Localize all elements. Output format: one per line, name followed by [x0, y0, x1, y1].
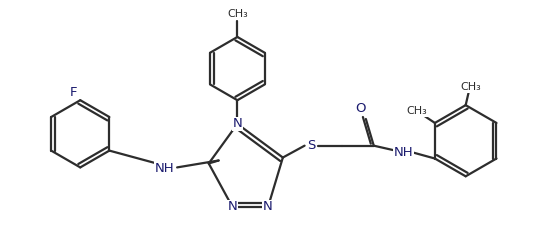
Text: NH: NH: [394, 146, 413, 159]
Text: N: N: [263, 200, 273, 213]
Text: F: F: [70, 86, 77, 99]
Text: H: H: [165, 161, 174, 174]
Text: N: N: [228, 200, 237, 213]
Text: O: O: [355, 102, 366, 115]
Text: N: N: [233, 118, 242, 131]
Text: CH₃: CH₃: [227, 9, 248, 19]
Text: NH: NH: [154, 162, 174, 175]
Text: CH₃: CH₃: [407, 106, 427, 116]
Text: CH₃: CH₃: [460, 82, 481, 92]
Text: S: S: [307, 139, 316, 152]
